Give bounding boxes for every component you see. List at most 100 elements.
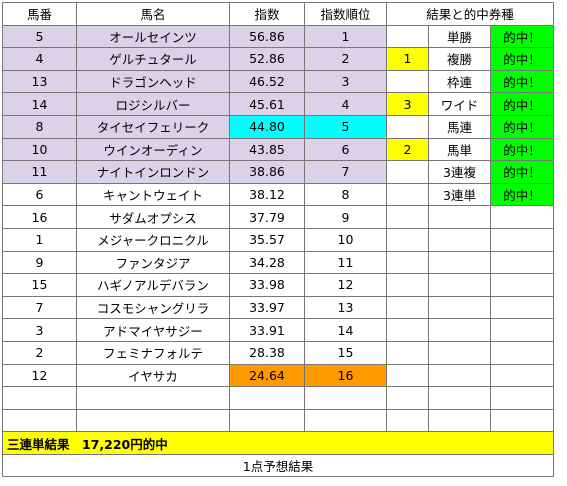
index-rank-cell: 1 bbox=[304, 24, 387, 49]
ticket-type-cell: 単勝 bbox=[428, 24, 491, 49]
index-rank-cell: 3 bbox=[304, 69, 387, 94]
index-rank-cell: 6 bbox=[304, 137, 387, 162]
horse-name-cell: ロジシルバー bbox=[76, 92, 230, 116]
horse-number-cell: 5 bbox=[2, 24, 77, 49]
ticket-type-cell bbox=[428, 227, 491, 252]
trifecta-result-summary: 三連単結果 17,220円的中 bbox=[2, 431, 554, 455]
header-result-ticket-types: 結果と的中券種 bbox=[386, 2, 554, 26]
ticket-type-cell bbox=[428, 340, 491, 365]
finish-mark-cell bbox=[386, 227, 429, 252]
hit-status-cell: 的中！ bbox=[490, 24, 554, 49]
index-rank-cell: 4 bbox=[304, 92, 387, 116]
horse-name-cell: ゲルチュタール bbox=[76, 47, 230, 71]
table-row: 6 キャントウェイト 38.12 8 3連単 的中！ bbox=[2, 182, 554, 207]
index-cell: 35.57 bbox=[229, 227, 305, 252]
table-row: 16 サダムオプシス 37.79 9 bbox=[2, 205, 554, 229]
header-index: 指数 bbox=[229, 2, 305, 26]
horse-number-cell: 8 bbox=[2, 114, 77, 139]
finish-mark-cell: 1 bbox=[386, 47, 429, 71]
table-row: 2 フェミナフォルテ 28.38 15 bbox=[2, 340, 554, 365]
table-row: 14 ロジシルバー 45.61 4 3 ワイド 的中！ bbox=[2, 92, 554, 116]
horse-name-cell: サダムオプシス bbox=[76, 205, 230, 229]
index-cell: 34.28 bbox=[229, 250, 305, 275]
index-cell: 33.97 bbox=[229, 295, 305, 320]
header-index-rank: 指数順位 bbox=[304, 2, 387, 26]
finish-mark-cell bbox=[386, 295, 429, 320]
table-row: 5 オールセインツ 56.86 1 単勝 的中！ bbox=[2, 24, 554, 49]
footer-caption: 1点予想結果 bbox=[2, 453, 554, 478]
ticket-type-cell bbox=[428, 386, 491, 410]
horse-number-cell: 1 bbox=[2, 227, 77, 252]
hit-status-cell: 的中！ bbox=[490, 137, 554, 162]
ticket-type-cell bbox=[428, 318, 491, 342]
finish-mark-cell bbox=[386, 205, 429, 229]
horse-number-cell: 9 bbox=[2, 250, 77, 275]
index-rank-cell: 15 bbox=[304, 340, 387, 365]
index-cell: 28.38 bbox=[229, 340, 305, 365]
horse-number-cell: 13 bbox=[2, 69, 77, 94]
horse-number-cell: 6 bbox=[2, 182, 77, 207]
horse-name-cell: ウインオーディン bbox=[76, 137, 230, 162]
index-cell: 37.79 bbox=[229, 205, 305, 229]
table-row: 3 アドマイヤサジー 33.91 14 bbox=[2, 318, 554, 342]
index-cell: 45.61 bbox=[229, 92, 305, 116]
index-cell: 24.64 bbox=[229, 363, 305, 388]
horse-number-cell: 16 bbox=[2, 205, 77, 229]
horse-name-cell: ドラゴンヘッド bbox=[76, 69, 230, 94]
finish-mark-cell bbox=[386, 69, 429, 94]
horse-number-cell: 7 bbox=[2, 295, 77, 320]
finish-mark-cell bbox=[386, 273, 429, 297]
hit-status-cell: 的中！ bbox=[490, 160, 554, 184]
horse-number-cell bbox=[2, 386, 77, 410]
table-row bbox=[2, 408, 554, 433]
hit-status-cell: 的中！ bbox=[490, 69, 554, 94]
ticket-type-cell: 3連単 bbox=[428, 182, 491, 207]
horse-name-cell: コスモシャングリラ bbox=[76, 295, 230, 320]
table-row: 11 ナイトインロンドン 38.86 7 3連複 的中！ bbox=[2, 160, 554, 184]
hit-status-cell bbox=[490, 273, 554, 297]
index-rank-cell bbox=[304, 408, 387, 433]
index-cell: 44.80 bbox=[229, 114, 305, 139]
header-horse-name: 馬名 bbox=[76, 2, 230, 26]
hit-status-cell: 的中！ bbox=[490, 92, 554, 116]
ticket-type-cell bbox=[428, 250, 491, 275]
finish-mark-cell bbox=[386, 160, 429, 184]
ticket-type-cell: ワイド bbox=[428, 92, 491, 116]
table-row: 13 ドラゴンヘッド 46.52 3 枠連 的中！ bbox=[2, 69, 554, 94]
finish-mark-cell bbox=[386, 318, 429, 342]
header-row: 馬番 馬名 指数 指数順位 結果と的中券種 bbox=[2, 2, 554, 26]
table-row: 8 タイセイフェリーク 44.80 5 馬連 的中！ bbox=[2, 114, 554, 139]
horse-name-cell: アドマイヤサジー bbox=[76, 318, 230, 342]
index-cell: 33.91 bbox=[229, 318, 305, 342]
horse-name-cell bbox=[76, 386, 230, 410]
hit-status-cell: 的中！ bbox=[490, 114, 554, 139]
table-row: 7 コスモシャングリラ 33.97 13 bbox=[2, 295, 554, 320]
index-rank-cell: 9 bbox=[304, 205, 387, 229]
horse-name-cell: ファンタジア bbox=[76, 250, 230, 275]
hit-status-cell bbox=[490, 363, 554, 388]
horse-number-cell: 10 bbox=[2, 137, 77, 162]
finish-mark-cell bbox=[386, 114, 429, 139]
ticket-type-cell: 複勝 bbox=[428, 47, 491, 71]
footer-row: 1点予想結果 bbox=[2, 453, 554, 478]
hit-status-cell bbox=[490, 205, 554, 229]
horse-number-cell: 4 bbox=[2, 47, 77, 71]
horse-name-cell bbox=[76, 408, 230, 433]
ticket-type-cell: 枠連 bbox=[428, 69, 491, 94]
index-rank-cell: 12 bbox=[304, 273, 387, 297]
result-spreadsheet: 馬番 馬名 指数 指数順位 結果と的中券種 5 オールセインツ 56.86 1 単勝 的中… bbox=[2, 2, 554, 478]
finish-mark-cell bbox=[386, 340, 429, 365]
ticket-type-cell: 3連複 bbox=[428, 160, 491, 184]
index-cell: 38.86 bbox=[229, 160, 305, 184]
horse-number-cell: 12 bbox=[2, 363, 77, 388]
summary-row: 三連単結果 17,220円的中 bbox=[2, 431, 554, 455]
horse-number-cell bbox=[2, 408, 77, 433]
horse-number-cell: 15 bbox=[2, 273, 77, 297]
index-cell bbox=[229, 408, 305, 433]
index-rank-cell: 13 bbox=[304, 295, 387, 320]
table-row: 12 イヤサカ 24.64 16 bbox=[2, 363, 554, 388]
finish-mark-cell: 3 bbox=[386, 92, 429, 116]
ticket-type-cell: 馬連 bbox=[428, 114, 491, 139]
horse-name-cell: タイセイフェリーク bbox=[76, 114, 230, 139]
index-rank-cell: 11 bbox=[304, 250, 387, 275]
